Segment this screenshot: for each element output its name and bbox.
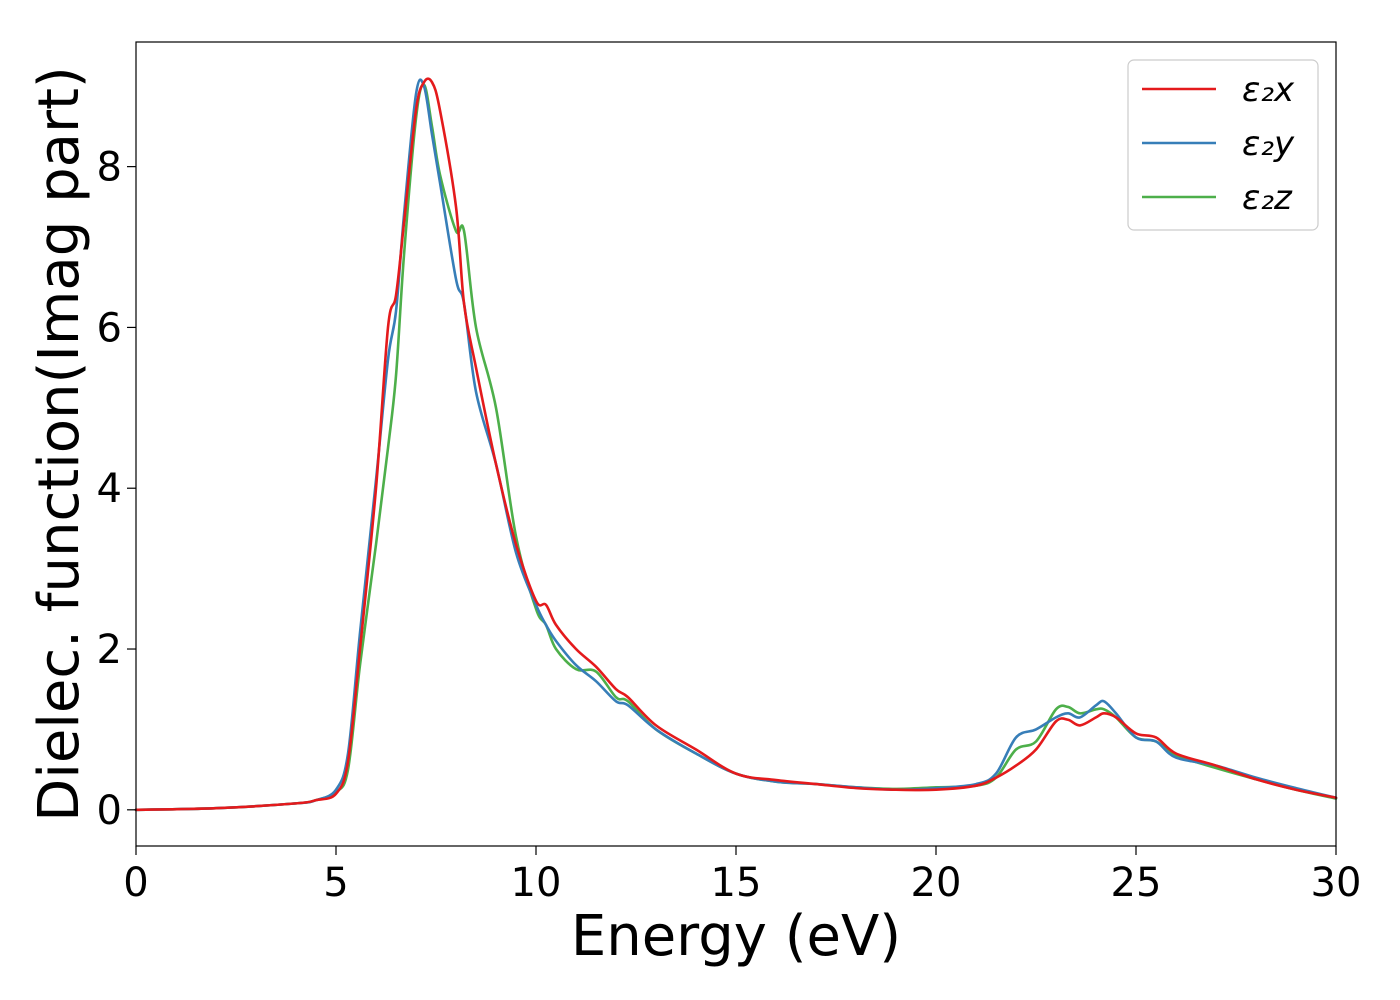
x-tick-label: 20 [911,860,962,906]
y-tick-label: 8 [97,145,122,191]
x-tick-label: 0 [123,860,148,906]
y-axis: 0 2 4 6 8 [97,145,136,834]
series-line-1 [134,77,1338,812]
x-axis: 0 5 10 15 20 25 30 [123,846,1361,906]
y-tick-label: 2 [97,627,122,673]
x-tick-label: 30 [1311,860,1362,906]
y-tick-label: 6 [97,305,122,351]
x-tick-label: 25 [1111,860,1162,906]
legend-box [1127,59,1319,231]
x-tick-label: 10 [511,860,562,906]
y-tick-label: 0 [97,788,122,834]
x-axis-title: Energy (eV) [571,904,901,969]
series-line-3 [134,83,1338,812]
x-tick-label: 15 [711,860,762,906]
x-tick-label: 5 [323,860,348,906]
y-axis-title: Dielec. function(Imag part) [27,66,92,822]
legend-label-2: ε₂y [1242,124,1295,164]
y-tick-label: 4 [97,466,122,512]
legend-label-3: ε₂z [1242,178,1293,218]
series-line-2 [134,78,1338,812]
series-layer [134,77,1338,812]
legend: ε₂x ε₂y ε₂z [1127,59,1319,231]
legend-label-1: ε₂x [1242,70,1295,110]
